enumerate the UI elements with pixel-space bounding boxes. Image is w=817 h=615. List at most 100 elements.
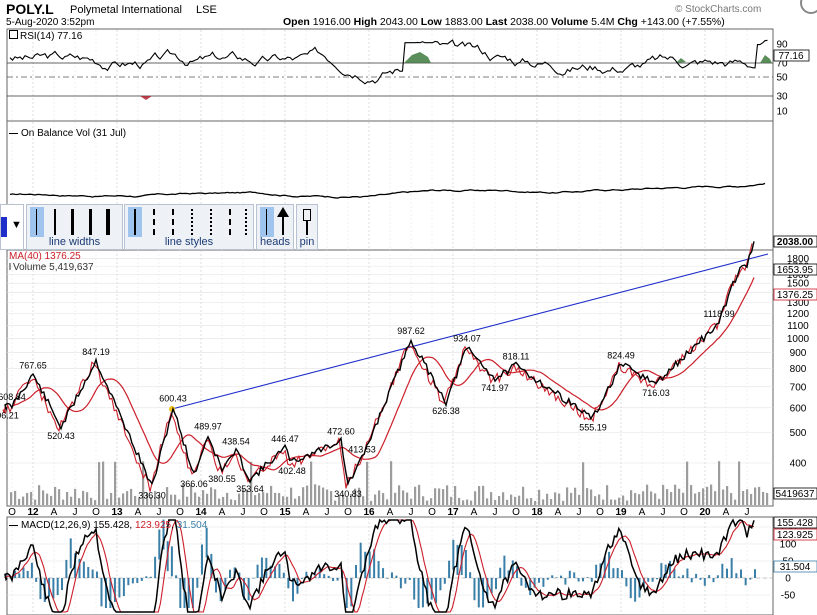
volume-bar bbox=[138, 497, 141, 505]
macd-hist-bar bbox=[87, 566, 90, 578]
volume-bar bbox=[150, 496, 153, 505]
volume-bar bbox=[754, 487, 757, 505]
line-widths-group[interactable]: line widths bbox=[26, 204, 123, 250]
line-styles-label: line styles bbox=[164, 236, 214, 248]
volume-bar bbox=[330, 491, 333, 505]
volume-bar bbox=[470, 500, 473, 505]
x-tick-label: A bbox=[219, 507, 226, 518]
line-width-5[interactable] bbox=[106, 209, 110, 235]
volume-bar bbox=[698, 492, 701, 505]
macd-hist-bar bbox=[511, 560, 514, 578]
macd-hist-bar bbox=[677, 576, 680, 578]
line-style-dotted[interactable] bbox=[191, 209, 193, 235]
volume-bar bbox=[446, 485, 449, 505]
settings-circle-icon[interactable] bbox=[800, 0, 817, 14]
line-width-1[interactable] bbox=[36, 209, 37, 235]
exchange: LSE bbox=[196, 4, 217, 16]
macd-hist-bar bbox=[664, 564, 667, 578]
macd-hist-bar bbox=[332, 578, 335, 582]
volume-bar bbox=[130, 488, 133, 505]
x-tick-label: J bbox=[409, 507, 414, 518]
volume-bar bbox=[258, 493, 261, 505]
x-tick-label: O bbox=[344, 507, 352, 518]
high-label: High bbox=[353, 16, 377, 28]
price-annotation: 716.03 bbox=[642, 388, 670, 398]
volume-bar bbox=[682, 492, 685, 505]
line-styles-group[interactable]: line styles bbox=[124, 204, 254, 250]
rsi-fill-low-2013 bbox=[140, 96, 152, 100]
volume-bar bbox=[62, 499, 65, 505]
macd-hist-bar bbox=[224, 578, 227, 590]
volume-bar bbox=[642, 491, 645, 505]
arrow-head-icon[interactable] bbox=[277, 207, 289, 217]
color-dropdown[interactable]: ▼ bbox=[0, 204, 24, 250]
volume-bar bbox=[410, 498, 413, 505]
macd-hist-bar bbox=[482, 578, 485, 608]
macd-hist-bar bbox=[546, 578, 549, 580]
macd-hist-bar bbox=[538, 578, 540, 583]
macd-hist-bar bbox=[564, 578, 567, 585]
volume-bar bbox=[674, 484, 677, 505]
price-annotation: 366.06 bbox=[180, 479, 208, 489]
macd-hist-bar bbox=[52, 578, 55, 599]
volume-bar bbox=[206, 493, 209, 505]
x-tick-label: 14 bbox=[195, 507, 207, 518]
volume-bar bbox=[634, 493, 637, 505]
macd-hist-bar bbox=[669, 560, 672, 578]
macd-hist-bar bbox=[229, 569, 231, 578]
volume-bar bbox=[690, 485, 693, 505]
price-y-tick: 1800 bbox=[787, 254, 810, 265]
x-tick-label: 15 bbox=[279, 507, 291, 518]
line-style-dashed[interactable] bbox=[153, 209, 155, 235]
volume-bar bbox=[646, 484, 649, 505]
volume-bar bbox=[262, 492, 265, 505]
pin-group[interactable]: pin bbox=[296, 204, 318, 250]
volume-bar bbox=[142, 461, 145, 505]
macd-hist-bar bbox=[603, 556, 606, 578]
line-style-dashdot[interactable] bbox=[229, 209, 231, 235]
macd-hist-bar bbox=[555, 577, 558, 578]
open-value: 1916.00 bbox=[312, 16, 351, 28]
volume-bar bbox=[342, 494, 345, 505]
rsi-fill-2016 bbox=[404, 52, 431, 63]
line-style-dotted-2[interactable] bbox=[210, 209, 212, 235]
macd-hist-bar bbox=[215, 578, 217, 593]
macd-hist-bar bbox=[608, 551, 611, 578]
line-width-2[interactable] bbox=[54, 209, 56, 235]
head-selected bbox=[260, 207, 274, 237]
x-tick-label: J bbox=[325, 507, 330, 518]
head-none[interactable] bbox=[266, 209, 267, 235]
volume-bar bbox=[518, 495, 521, 505]
line-style-dashed-2[interactable] bbox=[172, 209, 174, 235]
macd-hist-bar bbox=[638, 578, 641, 598]
heads-group[interactable]: heads bbox=[256, 204, 294, 250]
line-width-4[interactable] bbox=[89, 209, 92, 235]
macd-hist-bar bbox=[712, 578, 715, 583]
price-annotation: 600.43 bbox=[159, 394, 187, 404]
last-label: Last bbox=[485, 16, 508, 28]
volume-bars bbox=[10, 461, 769, 505]
line-style-dashdot-2[interactable] bbox=[245, 209, 247, 235]
price-y-tick: 1500 bbox=[787, 279, 810, 290]
macd-tag-box bbox=[773, 560, 817, 573]
macd-hist-bar bbox=[417, 578, 420, 608]
macd-hist-bar bbox=[18, 573, 21, 578]
volume-bar bbox=[266, 493, 269, 505]
volume-bar bbox=[350, 493, 353, 505]
price-annotation: 824.49 bbox=[607, 351, 635, 361]
volume-bar bbox=[454, 486, 457, 505]
macd-hist-bar bbox=[477, 578, 480, 608]
price-annotation: 818.11 bbox=[503, 352, 530, 362]
volume-bar bbox=[382, 493, 385, 505]
volume-bar bbox=[26, 493, 29, 505]
volume-bar bbox=[602, 499, 605, 505]
line-style-solid[interactable] bbox=[134, 209, 136, 235]
x-tick-label: 12 bbox=[27, 507, 39, 518]
watermark: © StockCharts.com bbox=[675, 4, 762, 15]
pin-icon[interactable] bbox=[303, 209, 311, 221]
price-annotation: 606.21 bbox=[0, 410, 19, 420]
line-width-3[interactable] bbox=[71, 209, 74, 235]
x-axis-ticks: O 12 A J O 13 A J O 14 A J O 15 A J O 16 A J O 17 A J O 18 A J O 19 A J… bbox=[8, 507, 749, 518]
volume-bar bbox=[538, 489, 541, 505]
